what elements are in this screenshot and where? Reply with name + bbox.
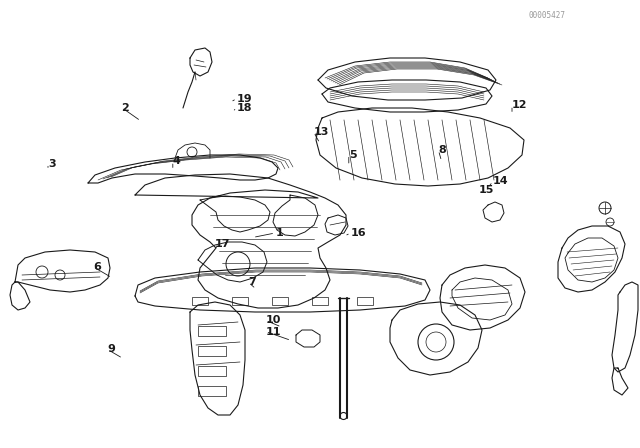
- Text: 17: 17: [215, 239, 230, 249]
- Bar: [198, 326, 226, 336]
- Text: 4: 4: [173, 156, 180, 166]
- Text: 14: 14: [493, 177, 508, 186]
- Bar: [357, 297, 373, 305]
- Text: 2: 2: [122, 103, 129, 112]
- Text: 8: 8: [438, 145, 446, 155]
- Bar: [198, 366, 226, 376]
- Text: 9: 9: [108, 345, 115, 354]
- Bar: [272, 297, 288, 305]
- Text: 5: 5: [349, 150, 356, 159]
- Text: 11: 11: [266, 327, 281, 336]
- Bar: [232, 297, 248, 305]
- Text: 10: 10: [266, 315, 281, 325]
- Text: 13: 13: [314, 127, 329, 137]
- Text: 1: 1: [275, 228, 283, 238]
- Text: 6: 6: [93, 262, 100, 271]
- Bar: [198, 386, 226, 396]
- Bar: [198, 346, 226, 356]
- Text: 16: 16: [351, 228, 366, 238]
- Text: 12: 12: [512, 100, 527, 110]
- Text: 7: 7: [248, 277, 256, 287]
- Text: 19: 19: [237, 94, 252, 103]
- Text: 00005427: 00005427: [529, 11, 566, 20]
- Bar: [192, 297, 208, 305]
- Text: 15: 15: [479, 185, 494, 195]
- Bar: [312, 297, 328, 305]
- Text: 3: 3: [48, 159, 56, 168]
- Text: 18: 18: [237, 103, 252, 112]
